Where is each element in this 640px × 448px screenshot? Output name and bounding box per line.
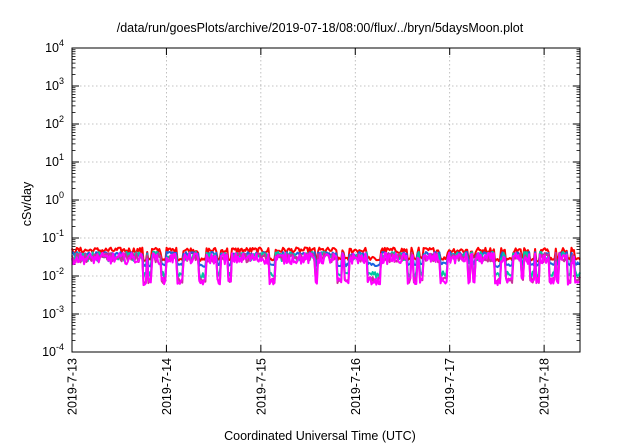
y-tick-label: 10-2: [42, 266, 64, 283]
x-axis-label: Coordinated Universal Time (UTC): [224, 429, 416, 443]
y-tick-base: 10: [42, 231, 56, 245]
y-tick-exponent: -4: [56, 342, 64, 352]
x-tick-label: 2019-7-18: [538, 358, 552, 415]
y-tick-exponent: -2: [56, 266, 64, 276]
y-tick-label: 102: [45, 114, 64, 131]
y-tick-exponent: 4: [59, 38, 64, 48]
y-tick-exponent: -3: [56, 304, 64, 314]
x-tick-label: 2019-7-16: [349, 358, 363, 415]
y-tick-label: 103: [45, 76, 64, 93]
y-tick-label: 104: [45, 38, 64, 55]
y-tick-label: 100: [45, 190, 64, 207]
y-tick-base: 10: [42, 307, 56, 321]
y-tick-base: 10: [45, 155, 59, 169]
x-tick-label: 2019-7-13: [66, 358, 80, 415]
y-tick-exponent: 1: [59, 152, 64, 162]
y-tick-base: 10: [45, 41, 59, 55]
y-tick-exponent: 0: [59, 190, 64, 200]
y-tick-label: 10-4: [42, 342, 64, 359]
y-tick-exponent: 3: [59, 76, 64, 86]
plot-frame: [71, 47, 581, 353]
y-tick-base: 10: [45, 117, 59, 131]
y-tick-exponent: 2: [59, 114, 64, 124]
y-tick-base: 10: [45, 79, 59, 93]
y-tick-exponent: -1: [56, 228, 64, 238]
x-tick-label: 2019-7-17: [443, 358, 457, 415]
y-tick-base: 10: [45, 193, 59, 207]
y-tick-label: 10-1: [42, 228, 64, 245]
x-tick-label: 2019-7-14: [160, 358, 174, 415]
series-line-5: [71, 251, 581, 287]
y-tick-label: 10-3: [42, 304, 64, 321]
y-tick-base: 10: [42, 345, 56, 359]
x-tick-label: 2019-7-15: [254, 358, 268, 415]
y-tick-label: 101: [45, 152, 64, 169]
chart-title: /data/run/goesPlots/archive/2019-07-18/0…: [116, 21, 524, 35]
y-tick-base: 10: [42, 269, 56, 283]
